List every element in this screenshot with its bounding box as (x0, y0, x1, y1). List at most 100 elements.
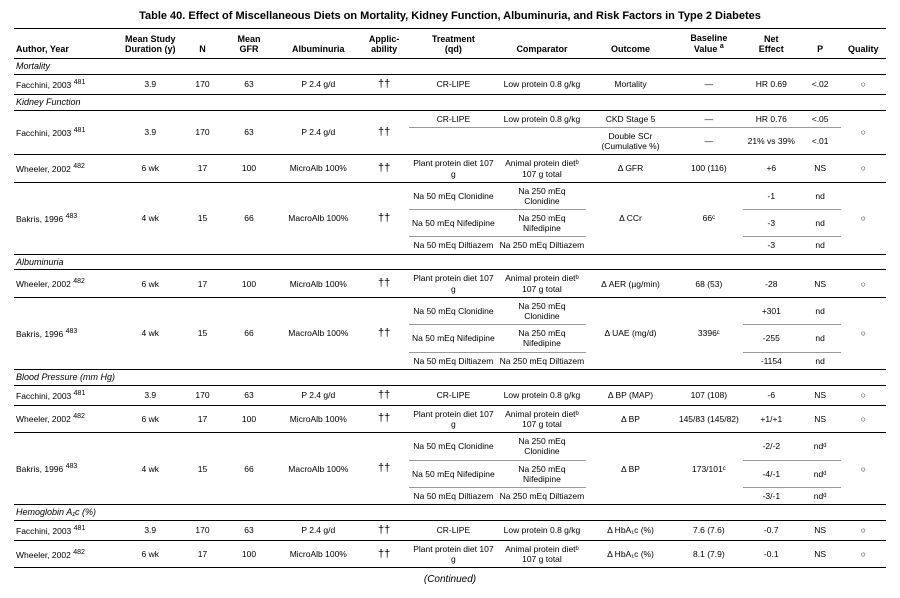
cell: 7.6 (7.6) (675, 520, 743, 540)
cell: Wheeler, 2002 482 (14, 541, 116, 568)
col-header: Applic-ability (359, 29, 409, 59)
cell: 68 (53) (675, 270, 743, 297)
cell: Na 250 mEq Diltiazem (498, 237, 587, 254)
cell: Animal protein dietᵇ 107 g total (498, 155, 587, 182)
cell: 66 (221, 433, 278, 505)
cell: -3 (743, 210, 800, 237)
table-row: Bakris, 1996 4834 wk1566MacroAlb 100%††N… (14, 297, 886, 324)
cell: 170 (184, 74, 220, 94)
cell: Na 50 mEq Nifedipine (409, 210, 498, 237)
cell: Low protein 0.8 g/kg (498, 74, 587, 94)
data-table: Author, YearMean StudyDuration (y)NMeanG… (14, 28, 886, 568)
applicability-icon: †† (359, 385, 409, 405)
cell: Bakris, 1996 483 (14, 297, 116, 369)
cell: Na 50 mEq Diltiazem (409, 487, 498, 504)
table-row: Facchini, 2003 4813.917063P 2.4 g/d††CR-… (14, 110, 886, 127)
cell: 15 (184, 297, 220, 369)
cell: Δ AER (µg/min) (586, 270, 675, 297)
applicability-icon: †† (359, 74, 409, 94)
applicability-icon: †† (359, 405, 409, 432)
cell: 145/83 (145/82) (675, 405, 743, 432)
cell: Animal protein dietᵇ 107 g total (498, 405, 587, 432)
cell: 8.1 (7.9) (675, 541, 743, 568)
cell: 6 wk (116, 541, 184, 568)
cell: ○ (841, 155, 886, 182)
col-header: Albuminuria (277, 29, 359, 59)
cell: Plant protein diet 107 g (409, 541, 498, 568)
cell: Na 250 mEq Clonidine (498, 182, 587, 209)
cell: MicroAlb 100% (277, 155, 359, 182)
cell: 100 (116) (675, 155, 743, 182)
cell: -2/-2 (743, 433, 800, 460)
continued-label: (Continued) (14, 574, 886, 585)
col-header: MeanGFR (221, 29, 278, 59)
cell: CR-LIPE (409, 520, 498, 540)
cell: Wheeler, 2002 482 (14, 405, 116, 432)
cell: -1154 (743, 352, 800, 369)
cell: 100 (221, 155, 278, 182)
cell: Na 250 mEq Nifedipine (498, 460, 587, 487)
cell: Na 250 mEq Nifedipine (498, 210, 587, 237)
cell: Na 50 mEq Clonidine (409, 433, 498, 460)
cell: ○ (841, 541, 886, 568)
cell: MacroAlb 100% (277, 297, 359, 369)
cell: 107 (108) (675, 385, 743, 405)
cell: P 2.4 g/d (277, 520, 359, 540)
table-row: Facchini, 2003 4813.917063P 2.4 g/d††CR-… (14, 385, 886, 405)
cell: nd (800, 352, 841, 369)
cell: Δ BP (586, 405, 675, 432)
cell: ndᵈ (800, 460, 841, 487)
cell: Wheeler, 2002 482 (14, 155, 116, 182)
cell: Wheeler, 2002 482 (14, 270, 116, 297)
cell: Low protein 0.8 g/kg (498, 385, 587, 405)
col-header: P (800, 29, 841, 59)
col-header: Comparator (498, 29, 587, 59)
cell: CR-LIPE (409, 110, 498, 127)
cell: Animal protein dietᵇ 107 g total (498, 270, 587, 297)
cell: 66 (221, 297, 278, 369)
cell: Plant protein diet 107 g (409, 405, 498, 432)
cell: NS (800, 385, 841, 405)
cell: MicroAlb 100% (277, 541, 359, 568)
cell: 66 (221, 182, 278, 254)
table-row: Facchini, 2003 4813.917063P 2.4 g/d††CR-… (14, 74, 886, 94)
cell: <.05 (800, 110, 841, 127)
table-title: Table 40. Effect of Miscellaneous Diets … (14, 10, 886, 22)
cell: -0.7 (743, 520, 800, 540)
cell: 3.9 (116, 385, 184, 405)
cell: Mortality (586, 74, 675, 94)
cell: 15 (184, 433, 220, 505)
cell: Na 50 mEq Nifedipine (409, 460, 498, 487)
cell: MacroAlb 100% (277, 182, 359, 254)
col-header: NetEffect (743, 29, 800, 59)
cell: HR 0.69 (743, 74, 800, 94)
table-row: Bakris, 1996 4834 wk1566MacroAlb 100%††N… (14, 182, 886, 209)
table-row: Wheeler, 2002 4826 wk17100MicroAlb 100%†… (14, 270, 886, 297)
cell: 17 (184, 541, 220, 568)
cell: 63 (221, 110, 278, 155)
cell: ○ (841, 297, 886, 369)
cell: 6 wk (116, 270, 184, 297)
cell: — (675, 127, 743, 154)
cell: 63 (221, 385, 278, 405)
applicability-icon: †† (359, 520, 409, 540)
cell: ○ (841, 405, 886, 432)
table-body: MortalityFacchini, 2003 4813.917063P 2.4… (14, 59, 886, 568)
cell: Δ BP (MAP) (586, 385, 675, 405)
section-header: Mortality (14, 59, 886, 75)
cell: ndᵈ (800, 433, 841, 460)
cell: -6 (743, 385, 800, 405)
cell: P 2.4 g/d (277, 385, 359, 405)
cell: 3396ᶜ (675, 297, 743, 369)
cell: Animal protein dietᵇ 107 g total (498, 541, 587, 568)
cell: Facchini, 2003 481 (14, 520, 116, 540)
cell: -28 (743, 270, 800, 297)
cell: CR-LIPE (409, 74, 498, 94)
cell: Δ UAE (mg/d) (586, 297, 675, 369)
cell: — (675, 74, 743, 94)
cell: <.01 (800, 127, 841, 154)
cell: 4 wk (116, 297, 184, 369)
cell: nd (800, 237, 841, 254)
cell: -255 (743, 325, 800, 352)
cell: Na 250 mEq Clonidine (498, 433, 587, 460)
